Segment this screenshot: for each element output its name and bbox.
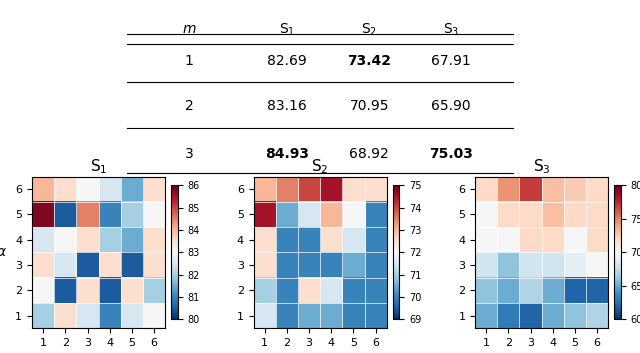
Text: $m$: $m$ <box>182 22 196 36</box>
Text: 73.42: 73.42 <box>347 54 391 68</box>
Text: 82.69: 82.69 <box>268 54 307 68</box>
Text: 3: 3 <box>184 146 193 161</box>
Title: $\mathrm{S}_1$: $\mathrm{S}_1$ <box>90 157 108 176</box>
Text: $\mathrm{S}_3$: $\mathrm{S}_3$ <box>443 22 460 38</box>
Text: 84.93: 84.93 <box>265 146 309 161</box>
Text: 67.91: 67.91 <box>431 54 471 68</box>
Text: $\mathrm{S}_2$: $\mathrm{S}_2$ <box>361 22 377 38</box>
Title: $\mathrm{S}_2$: $\mathrm{S}_2$ <box>312 157 329 176</box>
Text: $\mathrm{S}_1$: $\mathrm{S}_1$ <box>279 22 295 38</box>
Title: $\mathrm{S}_3$: $\mathrm{S}_3$ <box>533 157 550 176</box>
Text: 75.03: 75.03 <box>429 146 473 161</box>
Text: 70.95: 70.95 <box>349 99 389 113</box>
Y-axis label: α: α <box>0 245 6 259</box>
Text: 68.92: 68.92 <box>349 146 389 161</box>
Text: 65.90: 65.90 <box>431 99 471 113</box>
Text: 1: 1 <box>184 54 193 68</box>
Text: 2: 2 <box>184 99 193 113</box>
Text: 83.16: 83.16 <box>268 99 307 113</box>
